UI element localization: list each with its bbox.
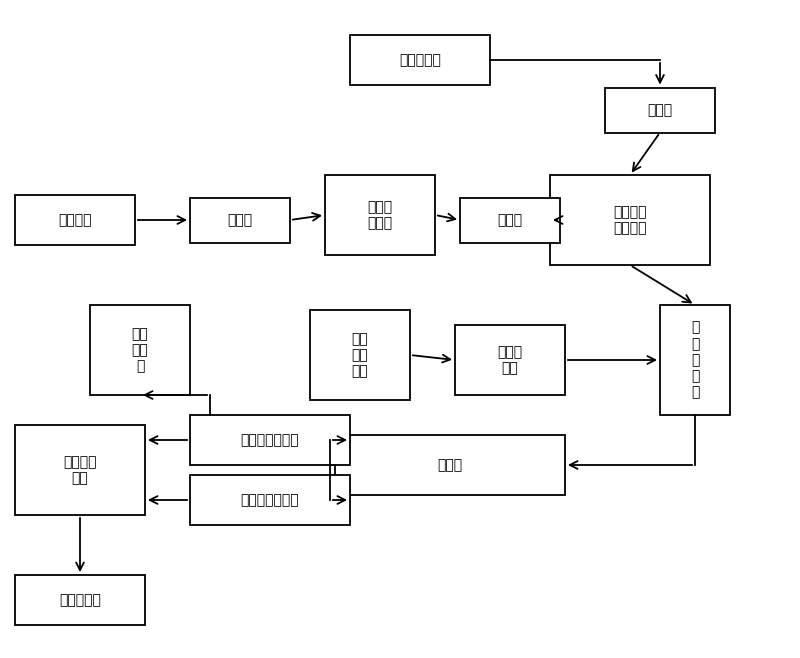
Bar [15, 195, 135, 245]
Bar [310, 310, 410, 400]
Bar [455, 325, 565, 395]
Bar [605, 88, 715, 132]
Bar [460, 197, 560, 243]
Text: 溢油样品: 溢油样品 [58, 213, 92, 227]
Bar [325, 175, 435, 255]
Bar [660, 305, 730, 415]
Text: 臭氧氧化
衍生装置: 臭氧氧化 衍生装置 [614, 205, 646, 235]
Bar [550, 175, 710, 265]
Text: 三
通
进
样
阀: 三 通 进 样 阀 [691, 320, 699, 399]
Text: 紫外吸收检测器: 紫外吸收检测器 [241, 493, 299, 507]
Text: 示差折光检测器: 示差折光检测器 [241, 433, 299, 447]
Text: 数据处理
系统: 数据处理 系统 [63, 455, 97, 485]
Bar [90, 305, 190, 395]
Bar [15, 575, 145, 625]
Bar [335, 435, 565, 495]
Text: 蠕动泵: 蠕动泵 [227, 213, 253, 227]
Bar [190, 415, 350, 465]
Text: 臭氧发生器: 臭氧发生器 [399, 53, 441, 67]
Text: 蠕动泵: 蠕动泵 [498, 213, 522, 227]
Bar [190, 197, 290, 243]
Text: 流动
相贮
液器: 流动 相贮 液器 [352, 332, 368, 378]
Text: 蠕动泵: 蠕动泵 [647, 103, 673, 117]
Bar [190, 475, 350, 525]
Text: 色谱柱: 色谱柱 [438, 458, 462, 472]
Text: 废液
收集
器: 废液 收集 器 [132, 327, 148, 373]
Bar [350, 35, 490, 85]
Text: 溢油萃
取装置: 溢油萃 取装置 [367, 200, 393, 230]
Bar [15, 425, 145, 515]
Text: 显示、存储: 显示、存储 [59, 593, 101, 607]
Text: 高压输
液泵: 高压输 液泵 [498, 345, 522, 375]
